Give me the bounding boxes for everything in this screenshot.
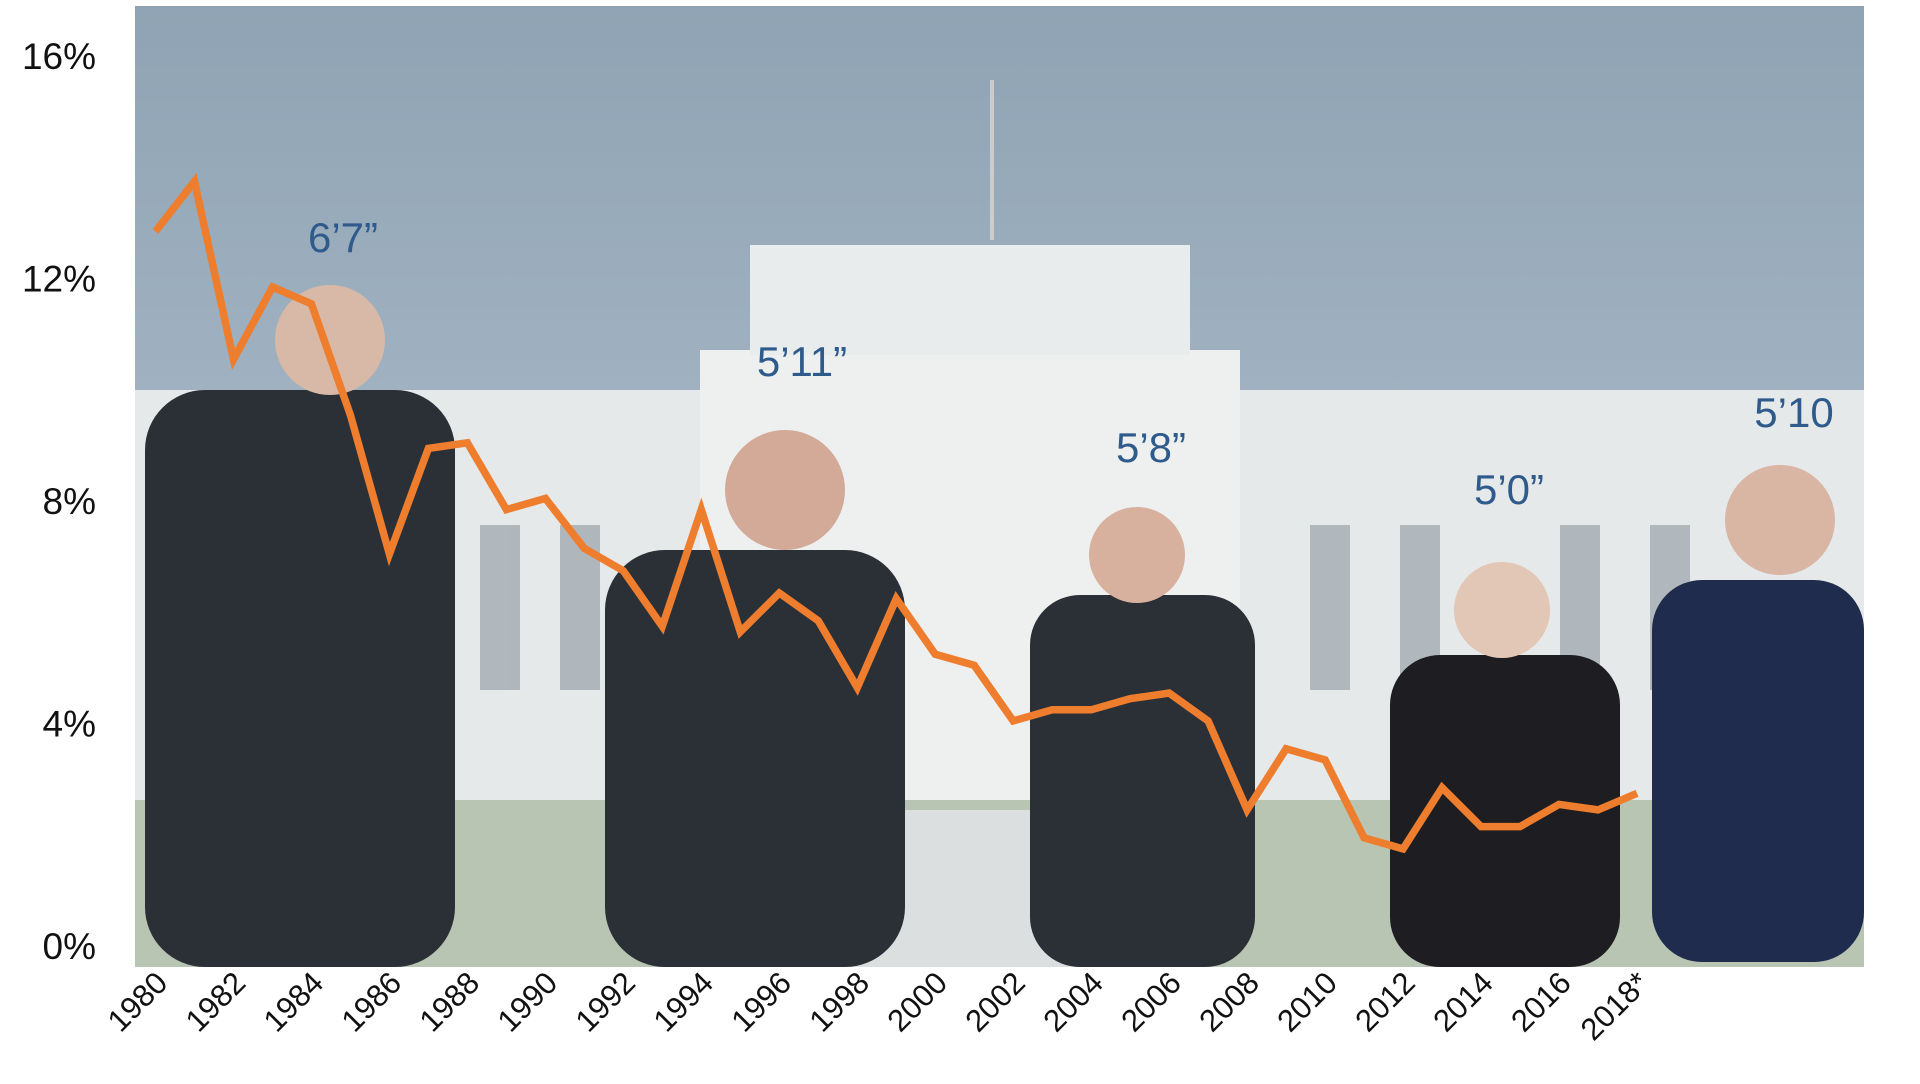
x-tick-label: 2010 (1270, 965, 1344, 1039)
x-tick-label: 1988 (413, 965, 487, 1039)
height-annotation: 5’10 (1754, 389, 1833, 436)
x-tick-label: 1980 (101, 965, 175, 1039)
x-tick-label: 2014 (1426, 965, 1500, 1039)
y-tick-label: 12% (22, 258, 96, 299)
x-tick-label: 1992 (569, 965, 643, 1039)
x-tick-label: 1998 (802, 965, 876, 1039)
x-tick-label: 1986 (335, 965, 409, 1039)
height-annotation: 6’7” (308, 214, 378, 261)
data-line (152, 172, 1639, 854)
people (145, 285, 1864, 967)
x-tick-label: 2006 (1114, 965, 1188, 1039)
x-tick-label: 2018* (1574, 965, 1656, 1047)
height-annotation: 5’0” (1474, 466, 1544, 513)
y-tick-label: 0% (43, 926, 96, 967)
y-tick-label: 16% (22, 36, 96, 77)
x-tick-label: 2008 (1192, 965, 1266, 1039)
x-tick-label: 2004 (1036, 965, 1110, 1039)
y-tick-label: 8% (43, 481, 96, 522)
x-tick-label: 2002 (958, 965, 1032, 1039)
x-tick-label: 2012 (1348, 965, 1422, 1039)
x-tick-label: 1994 (647, 965, 721, 1039)
x-tick-label: 2016 (1504, 965, 1578, 1039)
height-annotation: 5’11” (757, 338, 847, 385)
height-annotation: 5’8” (1116, 424, 1186, 471)
y-tick-label: 4% (43, 703, 96, 744)
x-tick-label: 2000 (880, 965, 954, 1039)
x-tick-label: 1982 (179, 965, 253, 1039)
x-tick-label: 1990 (491, 965, 565, 1039)
x-tick-label: 1996 (725, 965, 799, 1039)
x-tick-label: 1984 (257, 965, 331, 1039)
